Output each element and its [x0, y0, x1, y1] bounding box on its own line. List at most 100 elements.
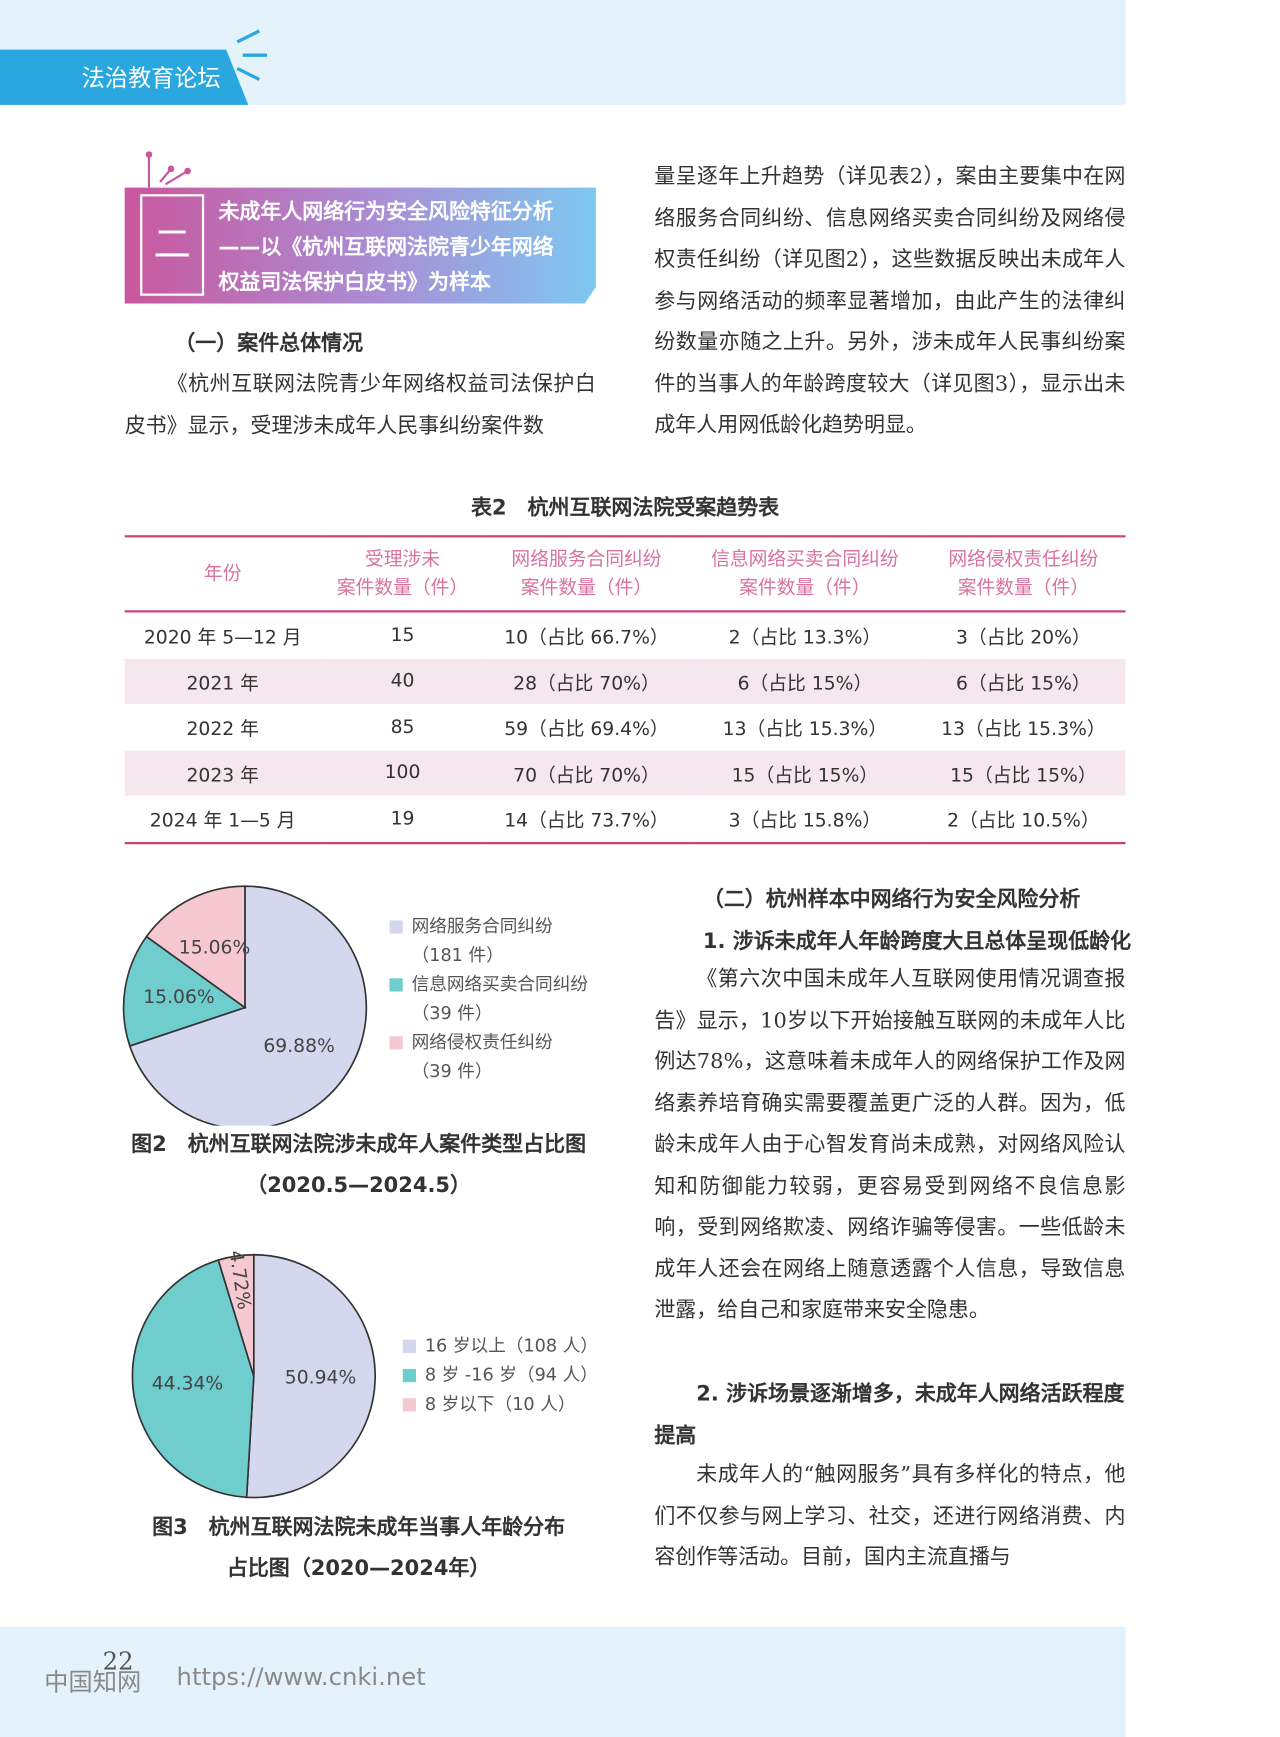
table-cell: 6（占比 15%） [921, 658, 1126, 705]
value-label: 50.94% [285, 1368, 356, 1389]
table-cell: 85 [390, 715, 415, 739]
table-cell: 13（占比 15.3%） [722, 718, 888, 741]
paragraph: 《杭州互联网法院青少年网络权益司法保护白皮书》显示，受理涉未成年人民事纠纷案件数 [124, 371, 596, 438]
column-name: 法治教育论坛 [82, 65, 221, 92]
header-cell: 网络侵权责任纠纷 案件数量（件） [921, 536, 1125, 611]
table-cell: 19 [390, 807, 415, 830]
table-cell: 15（占比 15%） [688, 749, 922, 796]
table-cell: 2022 年 [186, 718, 259, 741]
subheading: 1. 涉诉未成年人年龄跨度大且总体呈现低龄化 [702, 929, 1132, 954]
heading: （二）杭州样本中网络行为安全风险分析 [702, 887, 1081, 912]
pie-slice [131, 1259, 255, 1499]
footer-band [0, 1626, 1126, 1737]
table-cell: 59（占比 69.4%） [504, 718, 669, 741]
legend-label: 16 岁以上（108 人） [425, 1335, 598, 1356]
section-title: 权益司法保护白皮书》为样本 [217, 270, 490, 294]
heading: （一）案件总体情况 [174, 331, 364, 356]
table-cell: 2（占比 13.3%） [728, 627, 882, 650]
legend-swatch [402, 1368, 417, 1383]
pie-slice [122, 935, 247, 1047]
header-cell: 网络服务合同纠纷 案件数量（件） [484, 536, 688, 611]
pie-slice [128, 885, 368, 1126]
table-cell: 10（占比 66.7%） [504, 627, 669, 650]
table-cell: 3（占比 20%） [956, 627, 1091, 650]
table-cell: 2023 年 [124, 749, 321, 796]
table-cell: 3（占比 15.8%） [728, 810, 882, 833]
legend-note: （181 件） [412, 945, 504, 966]
value-label: 44.34% [152, 1374, 223, 1395]
table-row: 2020 年 5—12 月 15 10（占比 66.7%） 2（占比 13.3%） 3（… [125, 611, 1126, 658]
watermark: 中国知网 [44, 1669, 142, 1698]
legend-swatch [402, 1398, 417, 1412]
table-cell: 6（占比 15%） [688, 658, 922, 705]
table-row: 2021 年 40 28（占比 70%） 6（占比 15%） 6（占比 15%） [124, 658, 1126, 705]
legend-swatch [389, 1036, 403, 1050]
table-cell: 2（占比 10.5%） [947, 810, 1100, 833]
pie-slice [245, 1253, 377, 1499]
value-label: 69.88% [263, 1036, 334, 1057]
legend-swatch [389, 920, 403, 934]
pie-slice [145, 885, 246, 1010]
header-line: 网络服务合同纠纷 [511, 548, 662, 571]
table-cell: 40 [320, 658, 485, 705]
legend-swatch [402, 1339, 417, 1353]
table-row: 2023 年 100 70（占比 70%） 15（占比 15%） 15（占比 15%） [124, 749, 1126, 796]
legend-note: （39 件） [412, 1061, 493, 1082]
table-cell: 15（占比 15%） [921, 749, 1126, 796]
table-row: 2024 年 1—5 月 19 14（占比 73.7%） 3（占比 15.8%） 2（占… [125, 796, 1126, 843]
table-cell: 13（占比 15.3%） [941, 718, 1106, 741]
header-line: 网络侵权责任纠纷 [948, 548, 1099, 571]
section-number: 二 [153, 222, 190, 266]
header-cell: 信息网络买卖合同纠纷 案件数量（件） [689, 536, 922, 611]
table-cell: 2024 年 1—5 月 [149, 810, 296, 833]
section-box: 二 未成年人网络行为安全风险特征分析 ——以《杭州互联网法院青少年网络 权益司法… [124, 151, 596, 304]
header-line: 信息网络买卖合同纠纷 [711, 548, 899, 571]
table-cell: 14（占比 73.7%） [504, 810, 669, 833]
pie-chart: 69.88% 15.06% 15.06% 网络服务合同纠纷 （181 件） 信息网络买卖合… [122, 885, 589, 1126]
legend-label: 8 岁 -16 岁（94 人） [425, 1365, 598, 1386]
table-cell: 2020 年 5—12 月 [143, 627, 302, 650]
header-cell: 受理涉未案件数量（件） [321, 536, 485, 611]
figure-caption: 占比图（2020—2024年） [226, 1556, 491, 1581]
table: 年份 受理涉未 案件数量（件） 网络服务合同纠纷 案件数量（件） 信息网络买卖合同纠纷 案件… [124, 535, 1126, 844]
header-cell: 年份 [125, 536, 321, 611]
section-title: ——以《杭州互联网法院青少年网络 [218, 235, 553, 259]
legend-note: （39 件） [412, 1003, 493, 1024]
header-line: 案件数量（件） [520, 577, 653, 600]
header-line: 案件数量（件） [957, 577, 1090, 600]
header-line: 受理涉未 [364, 548, 441, 571]
figure-caption: （2020.5—2024.5） [246, 1173, 471, 1198]
table-cell: 100 [320, 749, 485, 796]
table-caption: 表2 杭州互联网法院受案趋势表 [471, 495, 780, 520]
legend-label: 8 岁以下（10 人） [425, 1394, 576, 1415]
paragraph: 未成年人的“触网服务”具有多样化的特点，他们不仅参与网上学习、社交，还进行网络消… [654, 1462, 1126, 1570]
paragraph: 《第六次中国未成年人互联网使用情况调查报告》显示，10岁以下开始接触互联网的未成… [654, 966, 1126, 1323]
legend-label: 信息网络买卖合同纠纷 [412, 974, 589, 995]
subheading: 2. 涉诉场景逐渐增多，未成年人网络活跃程度提高 [654, 1381, 1125, 1448]
table-cell: 2021 年 [124, 658, 321, 705]
value-label: 15.06% [179, 938, 250, 959]
page-number: 22 [102, 1648, 134, 1677]
figure-caption: 图2 杭州互联网法院涉未成年人案件类型占比图 [131, 1132, 587, 1157]
table-cell: 15 [390, 624, 415, 647]
header-line: 案件数量（件） [336, 577, 469, 600]
header-line: 年份 [203, 562, 242, 585]
table-cell: 28（占比 70%） [484, 658, 689, 705]
figure-caption: 图3 杭州互联网法院未成年当事人年龄分布 [152, 1515, 566, 1540]
pie-chart: 50.94%44.34%4.72%16 岁以上（108 人）8 岁 -16 岁（… [131, 1249, 598, 1499]
pie-slice [217, 1253, 255, 1377]
value-label: 15.06% [143, 987, 214, 1008]
legend-label: 网络服务合同纠纷 [412, 916, 553, 937]
table-cell: 70（占比 70%） [484, 749, 689, 796]
header-row: 年份 受理涉未 案件数量（件） 网络服务合同纠纷 案件数量（件） 信息网络买卖合同纠纷 案件… [124, 536, 1126, 612]
section-title: 未成年人网络行为安全风险特征分析 [218, 200, 553, 224]
paragraph: 量呈逐年上升趋势（详见表2），案由主要集中在网络服务合同纠纷、信息网络买卖合同纠… [654, 164, 1126, 438]
header-line: 案件数量（件） [739, 577, 871, 600]
header-tab: 法治教育论坛 [0, 29, 268, 105]
table-row: 2022 年 85 59（占比 69.4%） 13（占比 15.3%） 13（占比 15… [125, 704, 1126, 750]
legend-label: 网络侵权责任纠纷 [412, 1032, 553, 1053]
legend-swatch [389, 978, 403, 992]
watermark-url: https://www.cnki.net [176, 1664, 426, 1692]
